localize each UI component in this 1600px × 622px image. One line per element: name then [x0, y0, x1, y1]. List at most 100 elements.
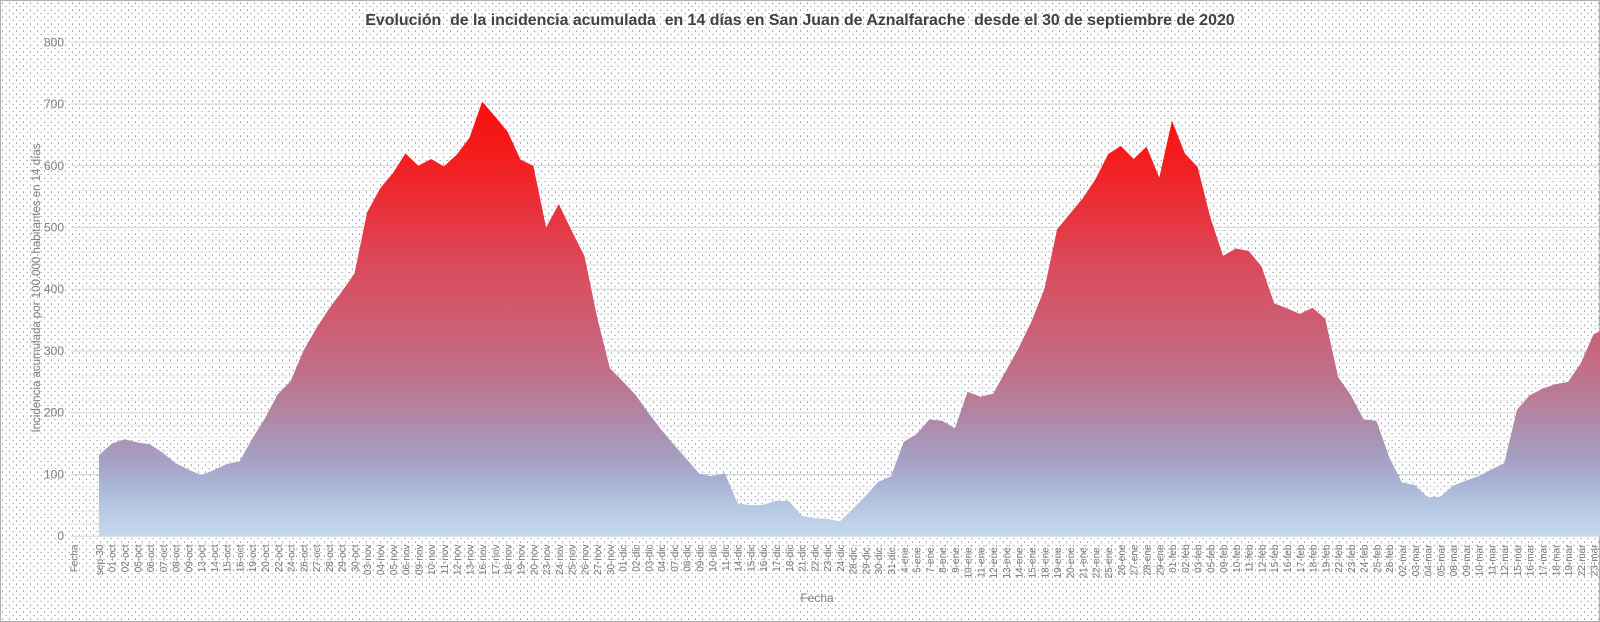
svg-text:25-nov: 25-nov [568, 545, 579, 576]
svg-text:Incidencia acumulada por 100.0: Incidencia acumulada por 100.000 habitan… [31, 143, 43, 432]
svg-text:22-ene.: 22-ene. [1091, 545, 1102, 579]
svg-text:17-nov: 17-nov [491, 545, 502, 576]
svg-text:13-oct: 13-oct [197, 544, 208, 572]
svg-text:24-dic: 24-dic [836, 545, 847, 572]
svg-text:28-dic.: 28-dic. [849, 545, 860, 575]
svg-text:23-mar: 23-mar [1590, 544, 1600, 576]
svg-text:20-nov: 20-nov [529, 545, 540, 576]
svg-text:800: 800 [44, 35, 64, 49]
svg-text:30-oct: 30-oct [350, 544, 361, 572]
svg-text:07-dic: 07-dic [670, 545, 681, 572]
svg-text:25-feb: 25-feb [1372, 544, 1383, 573]
svg-text:11-ene.: 11-ene. [976, 545, 987, 578]
svg-text:18-nov: 18-nov [504, 545, 515, 576]
svg-text:29-oct: 29-oct [338, 544, 349, 572]
svg-text:08-oct: 08-oct [172, 544, 183, 572]
svg-text:25-ene.: 25-ene. [1104, 545, 1115, 579]
svg-text:Fecha: Fecha [69, 544, 80, 572]
svg-text:200: 200 [44, 406, 64, 420]
svg-text:11-nov: 11-nov [440, 545, 451, 575]
svg-text:10-feb: 10-feb [1232, 544, 1243, 573]
svg-text:14-oct: 14-oct [210, 544, 221, 572]
svg-text:05-oct: 05-oct [133, 544, 144, 572]
svg-text:7-ene.: 7-ene. [925, 545, 936, 573]
svg-text:16-feb: 16-feb [1283, 544, 1294, 573]
svg-text:24-oct: 24-oct [287, 544, 298, 572]
svg-text:18-ene.: 18-ene. [1040, 545, 1051, 579]
svg-text:03-feb: 03-feb [1194, 544, 1205, 573]
svg-text:27-ene: 27-ene [1130, 544, 1141, 576]
svg-text:100: 100 [44, 468, 64, 482]
svg-text:23-dic: 23-dic [823, 545, 834, 572]
svg-text:17-feb: 17-feb [1296, 544, 1307, 573]
svg-text:20-oct: 20-oct [261, 544, 272, 572]
svg-text:400: 400 [44, 282, 64, 296]
svg-text:24-nov: 24-nov [555, 545, 566, 576]
svg-text:12-feb: 12-feb [1258, 544, 1269, 573]
svg-text:11-mar: 11-mar [1487, 544, 1498, 576]
svg-text:06-nov: 06-nov [402, 545, 413, 576]
svg-text:05-mar: 05-mar [1436, 544, 1447, 576]
svg-text:600: 600 [44, 159, 64, 173]
svg-text:09-nov: 09-nov [414, 545, 425, 576]
svg-text:19-ene.: 19-ene. [1053, 545, 1064, 579]
svg-text:27-oct: 27-oct [312, 544, 323, 572]
svg-text:06-oct: 06-oct [146, 544, 157, 572]
svg-text:26-oct: 26-oct [299, 544, 310, 572]
svg-text:01-dic: 01-dic [619, 545, 630, 572]
svg-text:18-mar: 18-mar [1551, 544, 1562, 576]
svg-text:13-nov: 13-nov [465, 545, 476, 576]
svg-text:04-nov: 04-nov [376, 545, 387, 576]
svg-text:10-ene.: 10-ene. [964, 545, 975, 579]
svg-text:13-ene.: 13-ene. [1002, 545, 1013, 579]
svg-text:15-oct: 15-oct [223, 544, 234, 572]
svg-text:22-oct: 22-oct [274, 544, 285, 572]
svg-text:02-feb: 02-feb [1181, 544, 1192, 573]
svg-text:08-dic: 08-dic [683, 545, 694, 572]
svg-text:26-nov: 26-nov [580, 545, 591, 576]
svg-text:22-feb: 22-feb [1334, 544, 1345, 573]
svg-text:05-nov: 05-nov [389, 545, 400, 576]
svg-text:30-dic.: 30-dic. [874, 545, 885, 575]
svg-text:31-dic.: 31-dic. [887, 545, 898, 575]
svg-text:02-oct: 02-oct [121, 544, 132, 572]
svg-text:05-feb: 05-feb [1206, 544, 1217, 573]
svg-text:07-oct: 07-oct [159, 544, 170, 572]
svg-text:28-oct: 28-oct [325, 544, 336, 572]
svg-text:04-dic: 04-dic [657, 545, 668, 572]
svg-text:01-oct: 01-oct [108, 544, 119, 572]
svg-text:11-feb: 11-feb [1245, 544, 1256, 572]
svg-text:21-ene.: 21-ene. [1079, 545, 1090, 579]
svg-text:16-dic: 16-dic [759, 545, 770, 572]
svg-text:12-ene.: 12-ene. [989, 545, 1000, 579]
svg-text:sep-30: sep-30 [95, 544, 106, 575]
svg-text:17-mar: 17-mar [1539, 544, 1550, 576]
svg-text:16-nov: 16-nov [478, 545, 489, 576]
svg-text:Fecha: Fecha [800, 591, 834, 605]
svg-text:9-ene.: 9-ene. [951, 545, 962, 573]
svg-text:02-dic: 02-dic [632, 545, 643, 572]
svg-text:03-mar: 03-mar [1411, 544, 1422, 576]
svg-text:22-mar: 22-mar [1577, 544, 1588, 576]
svg-text:19-mar: 19-mar [1564, 544, 1575, 576]
svg-text:15-dic: 15-dic [747, 545, 758, 572]
svg-text:20-ene.: 20-ene. [1066, 545, 1077, 579]
svg-text:19-nov: 19-nov [517, 545, 528, 576]
svg-text:28-ene: 28-ene [1143, 544, 1154, 576]
svg-text:12-mar: 12-mar [1500, 544, 1511, 576]
svg-text:26-ene: 26-ene [1117, 544, 1128, 576]
svg-text:Evolución de la incidencia ac: Evolución de la incidencia acumulada en … [365, 12, 1234, 29]
svg-text:29-dic.: 29-dic. [861, 545, 872, 575]
svg-text:26-feb: 26-feb [1385, 544, 1396, 573]
svg-text:700: 700 [44, 97, 64, 111]
svg-text:10-mar: 10-mar [1475, 544, 1486, 576]
svg-text:02-mar: 02-mar [1398, 544, 1409, 576]
svg-text:03-nov: 03-nov [363, 545, 374, 576]
svg-text:04-mar: 04-mar [1424, 544, 1435, 576]
svg-text:15-ene.: 15-ene. [1028, 545, 1039, 579]
svg-text:12-nov: 12-nov [453, 545, 464, 576]
svg-text:10-nov: 10-nov [427, 545, 438, 576]
svg-text:09-feb: 09-feb [1219, 544, 1230, 573]
svg-text:18-dic: 18-dic [785, 545, 796, 572]
svg-text:27-nov: 27-nov [593, 545, 604, 576]
